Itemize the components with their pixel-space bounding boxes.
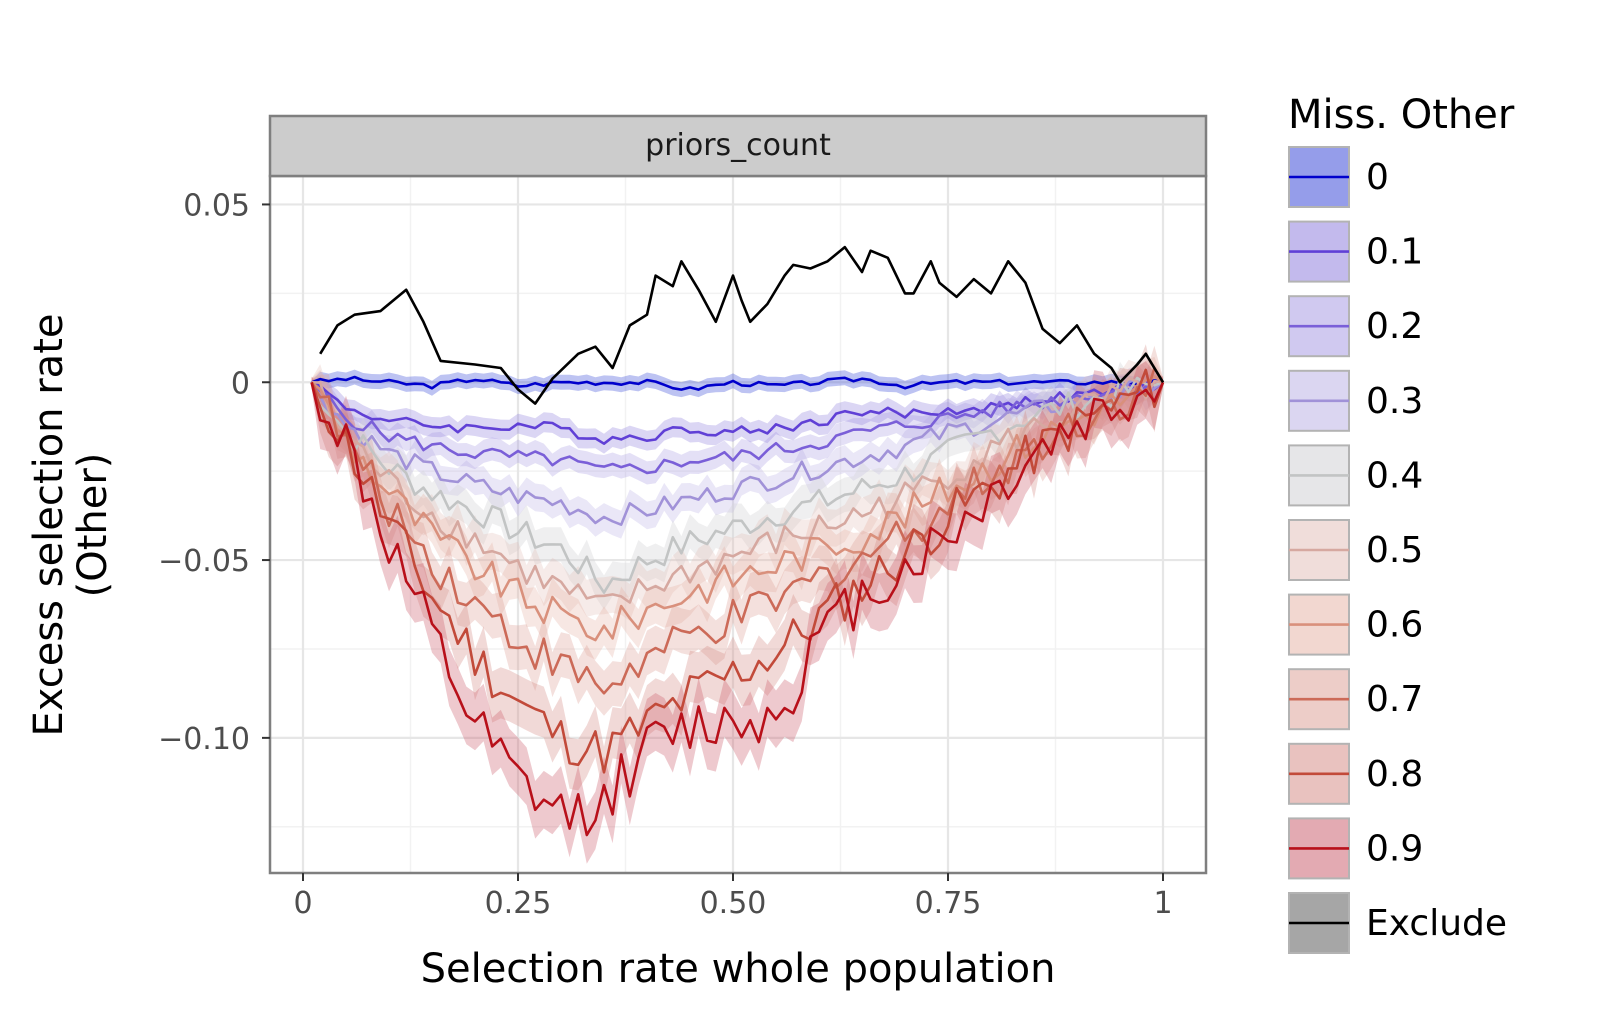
y-tick-label: 0 [231, 366, 250, 401]
line-Exclude [319, 245, 1165, 405]
x-axis-title: Selection rate whole population [421, 946, 1056, 992]
y-tick-label: −0.10 [158, 722, 250, 757]
legend-label: 0.4 [1366, 455, 1423, 496]
line-0-8 [310, 368, 1165, 774]
band-0-2 [311, 374, 1164, 485]
legend-title: Miss. Other [1288, 92, 1515, 138]
line-0-2 [310, 381, 1164, 475]
x-tick-label: 0.75 [915, 886, 982, 921]
line-0-4 [310, 376, 1164, 594]
line-0-1 [311, 380, 1164, 446]
x-tick-label: 0 [293, 886, 312, 921]
x-tick-label: 0.25 [485, 886, 552, 921]
band-0-1 [311, 371, 1164, 454]
y-tick-label: −0.05 [158, 544, 250, 579]
legend-label: 0 [1366, 157, 1389, 198]
legend-label: 0.8 [1366, 754, 1423, 795]
band-0-6 [311, 356, 1164, 660]
legend-label: 0.5 [1366, 530, 1423, 571]
x-tick-label: 1 [1153, 886, 1172, 921]
y-axis-title-line2: (Other) [70, 453, 116, 598]
legend-label: 0.6 [1366, 605, 1423, 646]
legend: Miss. Other 0 0.1 0.2 0.3 0.4 0.5 0.6 0.7 0.8 0.9… [1288, 92, 1515, 954]
x-tick-label: 0.50 [700, 886, 767, 921]
legend-label: 0.1 [1366, 232, 1423, 273]
x-axis: 0 0.25 0.50 0.75 1 [293, 873, 1173, 921]
legend-label: Exclude [1366, 903, 1507, 944]
legend-label: 0.9 [1366, 828, 1423, 869]
y-tick-label: 0.05 [183, 188, 250, 223]
line-0-6 [310, 375, 1164, 642]
legend-label: 0.7 [1366, 679, 1423, 720]
legend-label: 0.2 [1366, 306, 1423, 347]
band-0-5 [311, 359, 1164, 621]
legend-label: 0.3 [1366, 381, 1423, 422]
facet-title: priors_count [645, 128, 831, 163]
band-0-8 [311, 344, 1164, 798]
facet-strip [268, 114, 1208, 178]
band-0-9 [311, 361, 1164, 864]
band-0-4 [311, 360, 1164, 610]
series-lines [310, 245, 1165, 837]
y-axis: 0.05 0 −0.05 −0.10 [158, 188, 270, 757]
y-axis-title-line1: Excess selection rate [26, 314, 72, 737]
line-0-5 [311, 376, 1164, 604]
line-0-9 [310, 381, 1165, 837]
line-0 [311, 375, 1164, 391]
line-0-3 [310, 378, 1164, 527]
